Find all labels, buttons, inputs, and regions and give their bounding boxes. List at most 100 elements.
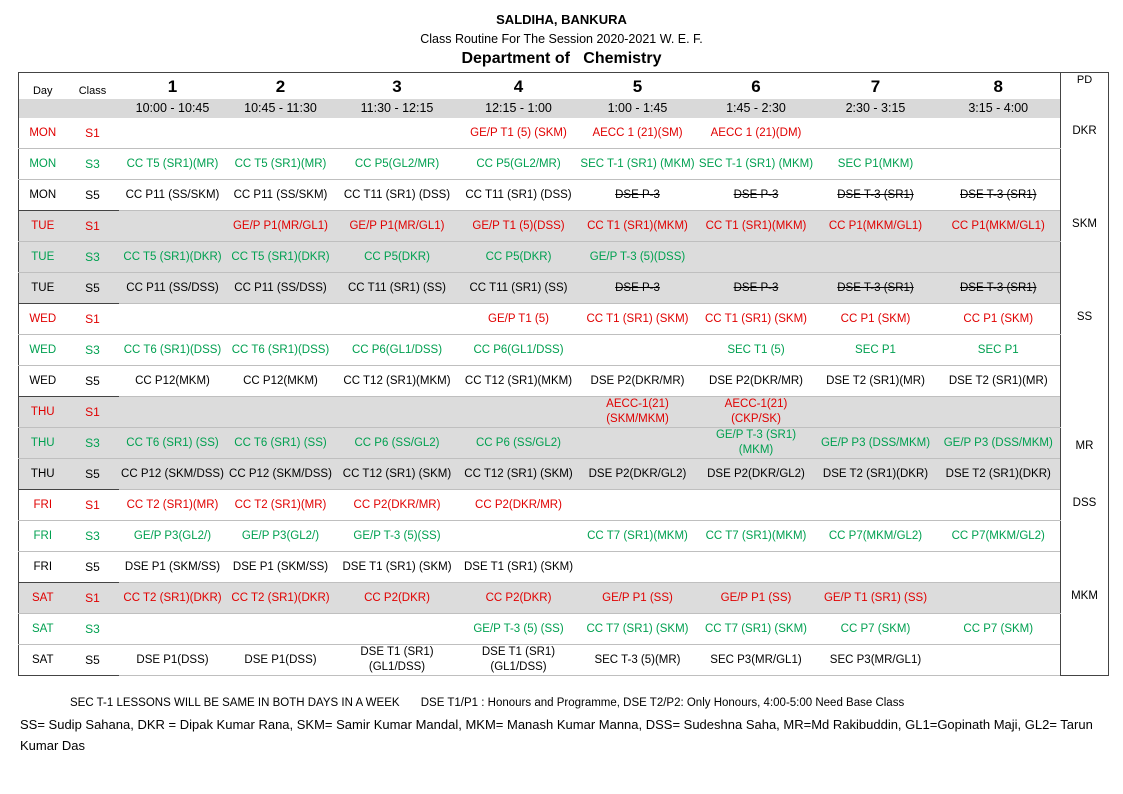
- class-cell: S1: [66, 489, 119, 521]
- routine-table: Day Class 1 2 3 4 5 6 7 8 PD 10:00 - 10:…: [18, 72, 1109, 676]
- lesson-cell: [697, 241, 815, 273]
- lesson-cell: CC P5(GL2/MR): [459, 148, 578, 180]
- lesson-cell: CC T2 (SR1)(DKR): [226, 582, 335, 614]
- lesson-cell: CC T1 (SR1) (SKM): [577, 303, 698, 335]
- lesson-cell: SEC T-1 (SR1) (MKM): [697, 148, 815, 180]
- lesson-cell: [697, 551, 815, 583]
- lesson-cell: CC T1 (SR1) (SKM): [697, 303, 815, 335]
- lesson-cell: CC P6(GL1/DSS): [334, 334, 460, 366]
- day-cell: THU: [18, 458, 67, 490]
- lesson-cell: DSE P-3: [697, 272, 815, 304]
- period-time: 3:15 - 4:00: [936, 99, 1061, 118]
- lesson-cell: CC P11 (SS/DSS): [118, 272, 227, 304]
- lesson-cell: [577, 489, 698, 521]
- pd-cell: SKM: [1060, 210, 1109, 304]
- lesson-cell: [118, 613, 227, 645]
- routine-row: SAT S1 CC T2 (SR1)(DKR) CC T2 (SR1)(DKR) CC …: [18, 582, 1109, 676]
- footer-note: DSE T1/P1 : Honours and Programme, DSE T…: [420, 697, 905, 709]
- lesson-cell: AECC 1 (21)(DM): [697, 118, 815, 149]
- footer-note: SEC T-1 LESSONS WILL BE SAME IN BOTH DAY…: [70, 697, 400, 709]
- pd-cell: SS: [1060, 303, 1109, 397]
- pd-cell: MKM: [1060, 582, 1109, 676]
- lesson-cell: CC T12 (SR1)(MKM): [459, 365, 578, 397]
- period-time: 12:15 - 1:00: [459, 99, 578, 118]
- lesson-cell: [814, 489, 937, 521]
- routine-row: TUE S1 GE/P P1(MR/GL1) GE/P P1(MR/GL1) GE/P …: [18, 210, 1109, 304]
- lesson-cell: CC P2(DKR): [459, 582, 578, 614]
- lesson-cell: SEC T1 (5): [697, 334, 815, 366]
- lesson-cell: CC T5 (SR1)(DKR): [226, 241, 335, 273]
- lesson-cell: SEC T-3 (5)(MR): [577, 644, 698, 676]
- period-time: 1:45 - 2:30: [697, 99, 815, 118]
- routine-row: THU S1 AECC-1(21) (SKM/MKM) AECC-1(21) (CKP…: [18, 396, 1109, 490]
- lesson-cell: [334, 396, 460, 428]
- lesson-cell: CC P5(DKR): [334, 241, 460, 273]
- day-cell: MON: [18, 118, 67, 149]
- class-cell: S5: [66, 272, 119, 304]
- lesson-cell: CC P11 (SS/DSS): [226, 272, 335, 304]
- lesson-cell: CC T6 (SR1) (SS): [226, 427, 335, 459]
- lesson-cell: CC T6 (SR1)(DSS): [226, 334, 335, 366]
- lesson-cell: DSE T-3 (SR1): [814, 179, 937, 211]
- period-number: 1: [167, 76, 178, 96]
- lesson-cell: [936, 118, 1061, 149]
- lesson-cell: [334, 118, 460, 149]
- pd-cell: DKR: [1060, 118, 1109, 211]
- lesson-cell: CC T11 (SR1) (DSS): [334, 179, 460, 211]
- day-cell: MON: [18, 148, 67, 180]
- lesson-cell: [577, 551, 698, 583]
- class-cell: S3: [66, 520, 119, 552]
- period-time: 10:45 - 11:30: [226, 99, 335, 118]
- lesson-cell: CC P7(MKM/GL2): [814, 520, 937, 552]
- lesson-cell: CC P11 (SS/SKM): [118, 179, 227, 211]
- lesson-cell: CC T5 (SR1)(MR): [118, 148, 227, 180]
- lesson-cell: SEC P1: [814, 334, 937, 366]
- lesson-cell: [577, 334, 698, 366]
- period-number: 6: [751, 76, 761, 96]
- lesson-cell: [814, 396, 937, 428]
- class-cell: S1: [66, 396, 119, 428]
- day-cell: MON: [18, 179, 67, 211]
- lesson-cell: CC P2(DKR/MR): [334, 489, 460, 521]
- class-cell: S5: [66, 551, 119, 583]
- lesson-cell: CC T1 (SR1)(MKM): [577, 210, 698, 242]
- lesson-cell: GE/P T1 (SR1) (SS): [814, 582, 937, 614]
- routine-row: WED S5 CC P12(MKM) CC P12(MKM) CC T12 (SR1)(…: [18, 365, 1109, 397]
- lesson-cell: SEC P1: [936, 334, 1061, 366]
- lesson-cell: CC P11 (SS/SKM): [226, 179, 335, 211]
- lesson-cell: GE/P T-3 (5)(DSS): [577, 241, 698, 273]
- class-cell: S3: [66, 334, 119, 366]
- period-time: 11:30 - 12:15: [334, 99, 460, 118]
- lesson-cell: CC T6 (SR1)(DSS): [118, 334, 227, 366]
- class-cell: S1: [66, 118, 119, 149]
- lesson-cell: [118, 118, 227, 149]
- period-number: 2: [275, 76, 286, 96]
- lesson-cell: DSE P1 (SKM/SS): [118, 551, 227, 583]
- lesson-cell: GE/P T-3 (5) (SS): [459, 613, 578, 645]
- class-cell: S1: [66, 210, 119, 242]
- day-cell: WED: [18, 365, 67, 397]
- lesson-cell: [226, 303, 335, 335]
- lesson-cell: CC P1(MKM/GL1): [814, 210, 937, 242]
- lesson-cell: [118, 210, 227, 242]
- lesson-cell: GE/P T-3 (5)(SS): [334, 520, 460, 552]
- day-cell: FRI: [18, 489, 67, 521]
- lesson-cell: DSE P2(DKR/MR): [697, 365, 815, 397]
- routine-row: FRI S5 DSE P1 (SKM/SS) DSE P1 (SKM/SS) DSE T…: [18, 551, 1109, 583]
- lesson-cell: CC P1 (SKM): [814, 303, 937, 335]
- lesson-cell: CC T2 (SR1)(MR): [226, 489, 335, 521]
- lesson-cell: GE/P P1 (SS): [577, 582, 698, 614]
- day-cell: SAT: [18, 582, 67, 614]
- routine-row: WED S3 CC T6 (SR1)(DSS) CC T6 (SR1)(DSS) CC …: [18, 334, 1109, 366]
- lesson-cell: AECC-1(21) (SKM/MKM): [577, 396, 698, 428]
- lesson-cell: DSE P-3: [697, 179, 815, 211]
- class-cell: S3: [66, 613, 119, 645]
- lesson-cell: GE/P P3(GL2/): [226, 520, 335, 552]
- lesson-cell: DSE T2 (SR1)(DKR): [814, 458, 937, 490]
- period-time: 1:00 - 1:45: [577, 99, 698, 118]
- routine-row: SAT S5 DSE P1(DSS) DSE P1(DSS) DSE T1 (SR1)(…: [18, 644, 1109, 676]
- lesson-cell: CC T11 (SR1) (SS): [459, 272, 578, 304]
- routine-row: MON S3 CC T5 (SR1)(MR) CC T5 (SR1)(MR) CC P5…: [18, 148, 1109, 180]
- lesson-cell: DSE P-3: [577, 272, 698, 304]
- pd-cell: DSS: [1060, 489, 1109, 583]
